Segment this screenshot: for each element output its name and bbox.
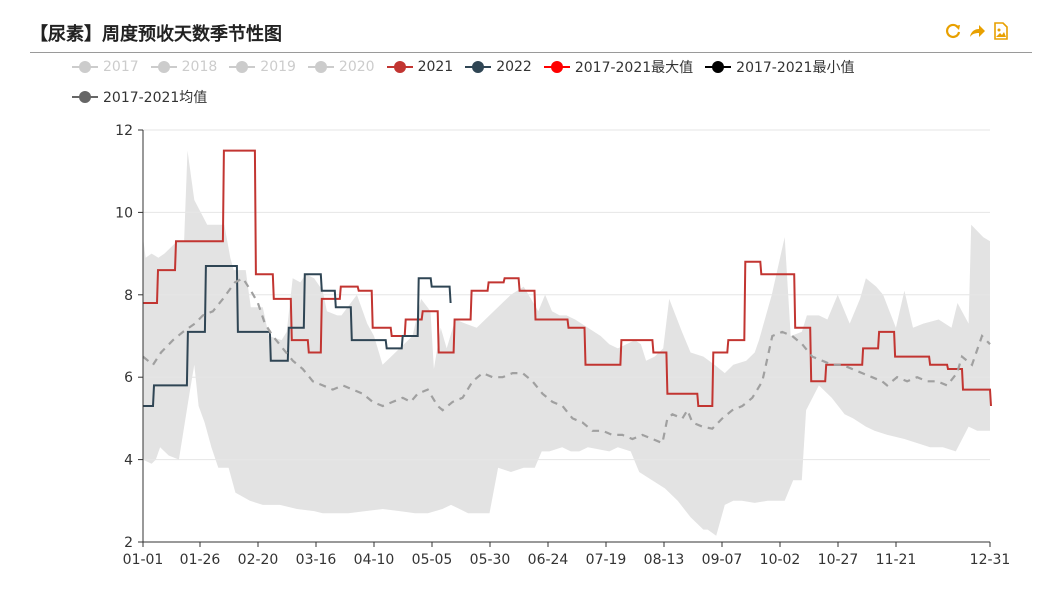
page-title: 【尿素】周度预收天数季节性图 [30,24,282,45]
legend-item[interactable]: 2017-2021最小值 [705,57,854,77]
y-tick-label: 8 [124,288,133,304]
chart-legend: 2017 2018 2019 2020 2021 2022 2017-2021最大值 2017… [72,56,1012,116]
x-tick-label: 11-21 [876,552,917,568]
legend-marker-icon [72,61,98,73]
legend-item[interactable]: 2017-2021均值 [72,87,207,107]
legend-row: 2017 2018 2019 2020 2021 2022 2017-2021最大值 2017… [72,56,1012,78]
x-tick-label: 08-13 [644,552,685,568]
legend-label: 2017 [103,59,139,75]
x-tick-label: 05-05 [412,552,453,568]
chart-toolbar [944,22,1010,40]
legend-label: 2017-2021最大值 [574,60,694,76]
legend-label: 2017-2021均值 [103,90,208,106]
x-tick-label: 02-20 [238,552,279,568]
legend-label: 2022 [496,59,532,75]
legend-label: 2018 [181,59,218,75]
legend-marker-icon [150,61,177,73]
y-tick-label: 6 [124,370,133,386]
legend-label: 2017-2021最小值 [736,60,855,76]
x-tick-label: 09-07 [702,552,743,568]
legend-item[interactable]: 2017 [72,59,139,75]
legend-label: 2020 [338,59,375,75]
y-tick-label: 10 [115,205,133,221]
y-tick-label: 2 [124,535,133,551]
legend-marker-icon [386,61,413,73]
y-tick-label: 4 [124,453,133,469]
x-tick-label: 10-27 [818,552,859,568]
legend-label: 2019 [260,59,296,75]
refresh-icon[interactable] [944,22,962,40]
y-tick-label: 12 [115,123,133,139]
x-tick-label: 01-01 [123,552,164,568]
series-line-2017-2021均值 [142,276,991,445]
legend-item[interactable]: 2020 [307,59,375,75]
x-tick-label: 01-26 [180,552,221,568]
legend-marker-icon [72,91,98,103]
legend-item[interactable]: 2019 [229,59,296,75]
legend-item[interactable]: 2017-2021最大值 [543,57,694,77]
legend-item[interactable]: 2018 [150,59,218,75]
legend-label: 2021 [417,59,454,75]
range-band [143,150,990,536]
legend-row: 2017-2021均值 [72,86,1012,108]
chart-header: 【尿素】周度预收天数季节性图 [30,18,1032,53]
x-tick-label: 03-16 [296,552,337,568]
legend-item[interactable]: 2021 [386,59,454,75]
legend-marker-icon [705,61,732,73]
legend-marker-icon [229,61,256,73]
x-tick-label: 07-19 [586,552,627,568]
x-tick-label: 05-30 [470,552,511,568]
save-image-icon[interactable] [992,22,1010,40]
share-icon[interactable] [968,22,986,40]
x-tick-label: 04-10 [354,552,395,568]
x-tick-label: 12-31 [970,552,1011,568]
x-tick-label: 06-24 [528,552,569,568]
series-line-2022 [143,265,452,407]
x-tick-label: 10-02 [760,552,801,568]
legend-marker-icon [465,61,492,73]
legend-item[interactable]: 2022 [465,59,532,75]
legend-marker-icon [543,61,570,73]
legend-marker-icon [307,61,334,73]
